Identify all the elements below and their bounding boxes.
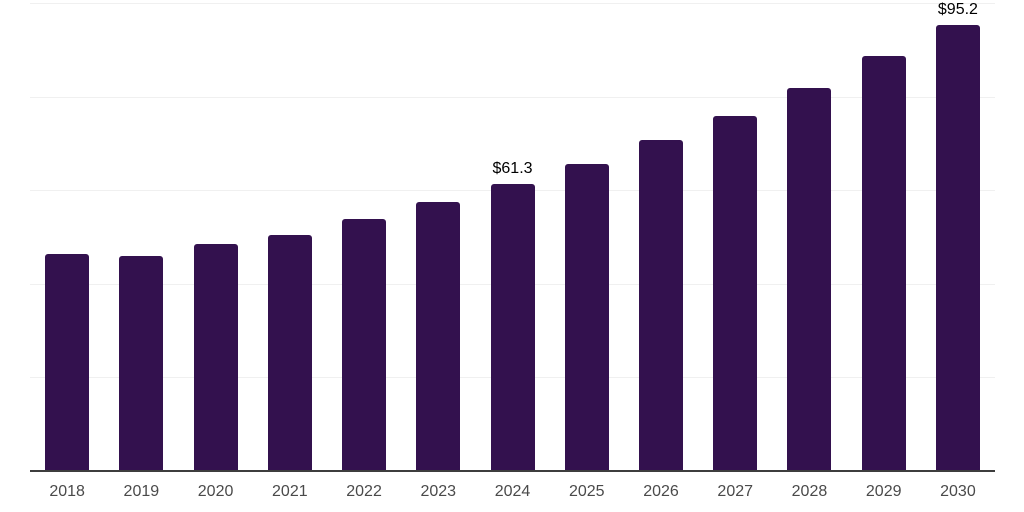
x-tick-label-2026: 2026	[643, 483, 679, 500]
x-tick-label-2021: 2021	[272, 483, 308, 500]
bar-2029	[861, 56, 906, 471]
bar-slot-2026	[624, 3, 698, 471]
bar-slot-2019	[104, 3, 178, 471]
x-tick-label-2020: 2020	[197, 483, 234, 500]
bar-2024	[490, 184, 535, 471]
bar-2023	[416, 201, 461, 471]
x-tick-label-2019: 2019	[123, 483, 160, 500]
x-tick-label-2028: 2028	[791, 483, 828, 500]
bar-slot-2022	[327, 3, 401, 471]
bar-slot-2029	[847, 3, 921, 471]
x-tick-label-2018: 2018	[49, 483, 85, 500]
x-tick-label-2029: 2029	[865, 483, 902, 500]
x-tick-label-2027: 2027	[717, 483, 754, 500]
bar-slot-2025	[550, 3, 624, 471]
x-tick-label-2023: 2023	[420, 483, 457, 500]
x-tick-label-2022: 2022	[346, 483, 382, 500]
bar-value-label-2030: $95.2	[937, 1, 978, 19]
gridline	[30, 3, 995, 4]
bar-slot-2030: $95.2	[921, 1, 995, 471]
x-axis-line	[30, 470, 995, 472]
bar-2027	[713, 115, 758, 471]
bar-slot-2021	[253, 3, 327, 471]
bar-2021	[267, 234, 312, 471]
bar-2018	[45, 253, 90, 471]
bar-2020	[193, 243, 238, 471]
bar-series: $61.3 $95.2	[30, 1, 995, 471]
bar-slot-2027	[698, 3, 772, 471]
bar-slot-2020	[178, 3, 252, 471]
bar-slot-2023	[401, 3, 475, 471]
bar-slot-2018	[30, 3, 104, 471]
bar-2030	[935, 25, 980, 471]
plot-area: $61.3 $95.2	[30, 1, 995, 472]
x-axis-labels: 2018 2019 2020 2021 2022 2023 2024 2025 2026 2027…	[30, 484, 995, 500]
x-tick-label-2024: 2024	[494, 483, 531, 500]
bar-slot-2024: $61.3	[475, 3, 549, 471]
bar-2022	[342, 219, 387, 471]
bar-2019	[119, 256, 164, 471]
bar-value-label-2024: $61.3	[492, 160, 533, 178]
bar-2026	[638, 140, 683, 471]
bar-2025	[564, 163, 609, 471]
bar-slot-2028	[772, 3, 846, 471]
x-tick-label-2030: 2030	[940, 483, 976, 500]
x-tick-label-2025: 2025	[568, 483, 605, 500]
gridline	[30, 96, 995, 98]
bar-2028	[787, 87, 832, 471]
